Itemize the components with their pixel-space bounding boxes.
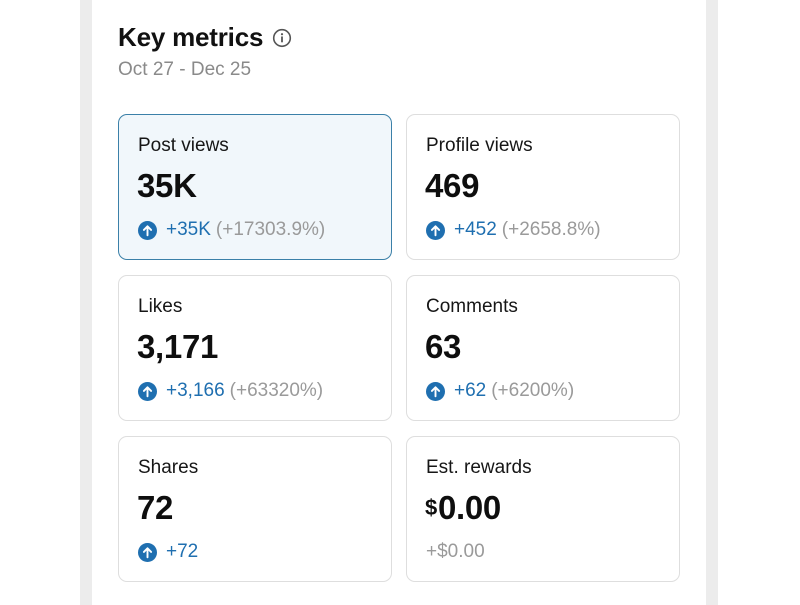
panel-header: Key metrics Oct 27 - Dec 25 [118,22,292,81]
metric-label: Profile views [426,135,533,156]
metric-percent: (+63320%) [229,380,324,401]
date-range: Oct 27 - Dec 25 [118,59,252,80]
metric-value: 469 [425,167,480,204]
right-gutter [706,0,718,605]
currency-symbol: $ [425,495,437,520]
metric-delta: +72 [166,541,199,562]
metric-card-shares[interactable]: Shares 72 +72 [118,436,392,582]
metric-card-comments[interactable]: Comments 63 +62 (+6200%) [406,275,680,421]
arrow-up-circle-icon [138,542,157,562]
metric-percent: (+6200%) [491,380,575,401]
metric-value: 63 [425,328,462,365]
metric-label: Est. rewards [426,457,532,478]
title-row: Key metrics [118,22,292,53]
metric-value-amount: 0.00 [437,489,501,526]
metric-label: Comments [426,296,518,317]
metric-card-profile-views[interactable]: Profile views 469 +452 (+2658.8%) [406,114,680,260]
arrow-up-circle-icon [138,220,157,240]
metric-label: Post views [138,135,229,156]
key-metrics-panel: Key metrics Oct 27 - Dec 25 Post views 3… [92,0,706,605]
metric-value: 72 [137,489,174,526]
metric-card-post-views[interactable]: Post views 35K +35K (+17303.9%) [118,114,392,260]
metric-value: 35K [137,167,197,204]
metric-percent: (+2658.8%) [501,219,601,240]
metric-change: +3,166 (+63320%) [138,380,323,402]
arrow-up-circle-icon [426,381,445,401]
metric-change: +62 (+6200%) [426,380,574,402]
metric-delta: +35K [166,219,211,240]
page-title: Key metrics [118,22,264,52]
info-circle-icon[interactable] [272,28,292,48]
arrow-up-circle-icon [138,381,157,401]
metric-delta: +$0.00 [426,541,485,562]
arrow-up-circle-icon [426,220,445,240]
metric-change: +72 [138,541,198,563]
metric-delta: +62 [454,380,487,401]
metric-delta: +3,166 [166,380,225,401]
metric-label: Likes [138,296,183,317]
metric-value: $0.00 [425,489,501,527]
metric-card-est-rewards[interactable]: Est. rewards $0.00 +$0.00 [406,436,680,582]
metric-delta: +452 [454,219,497,240]
metric-change: +$0.00 [426,541,485,563]
metric-card-likes[interactable]: Likes 3,171 +3,166 (+63320%) [118,275,392,421]
metric-percent: (+17303.9%) [215,219,326,240]
metric-label: Shares [138,457,199,478]
left-gutter [80,0,92,605]
metric-change: +452 (+2658.8%) [426,219,601,241]
metric-change: +35K (+17303.9%) [138,219,325,241]
metric-value: 3,171 [137,328,219,365]
